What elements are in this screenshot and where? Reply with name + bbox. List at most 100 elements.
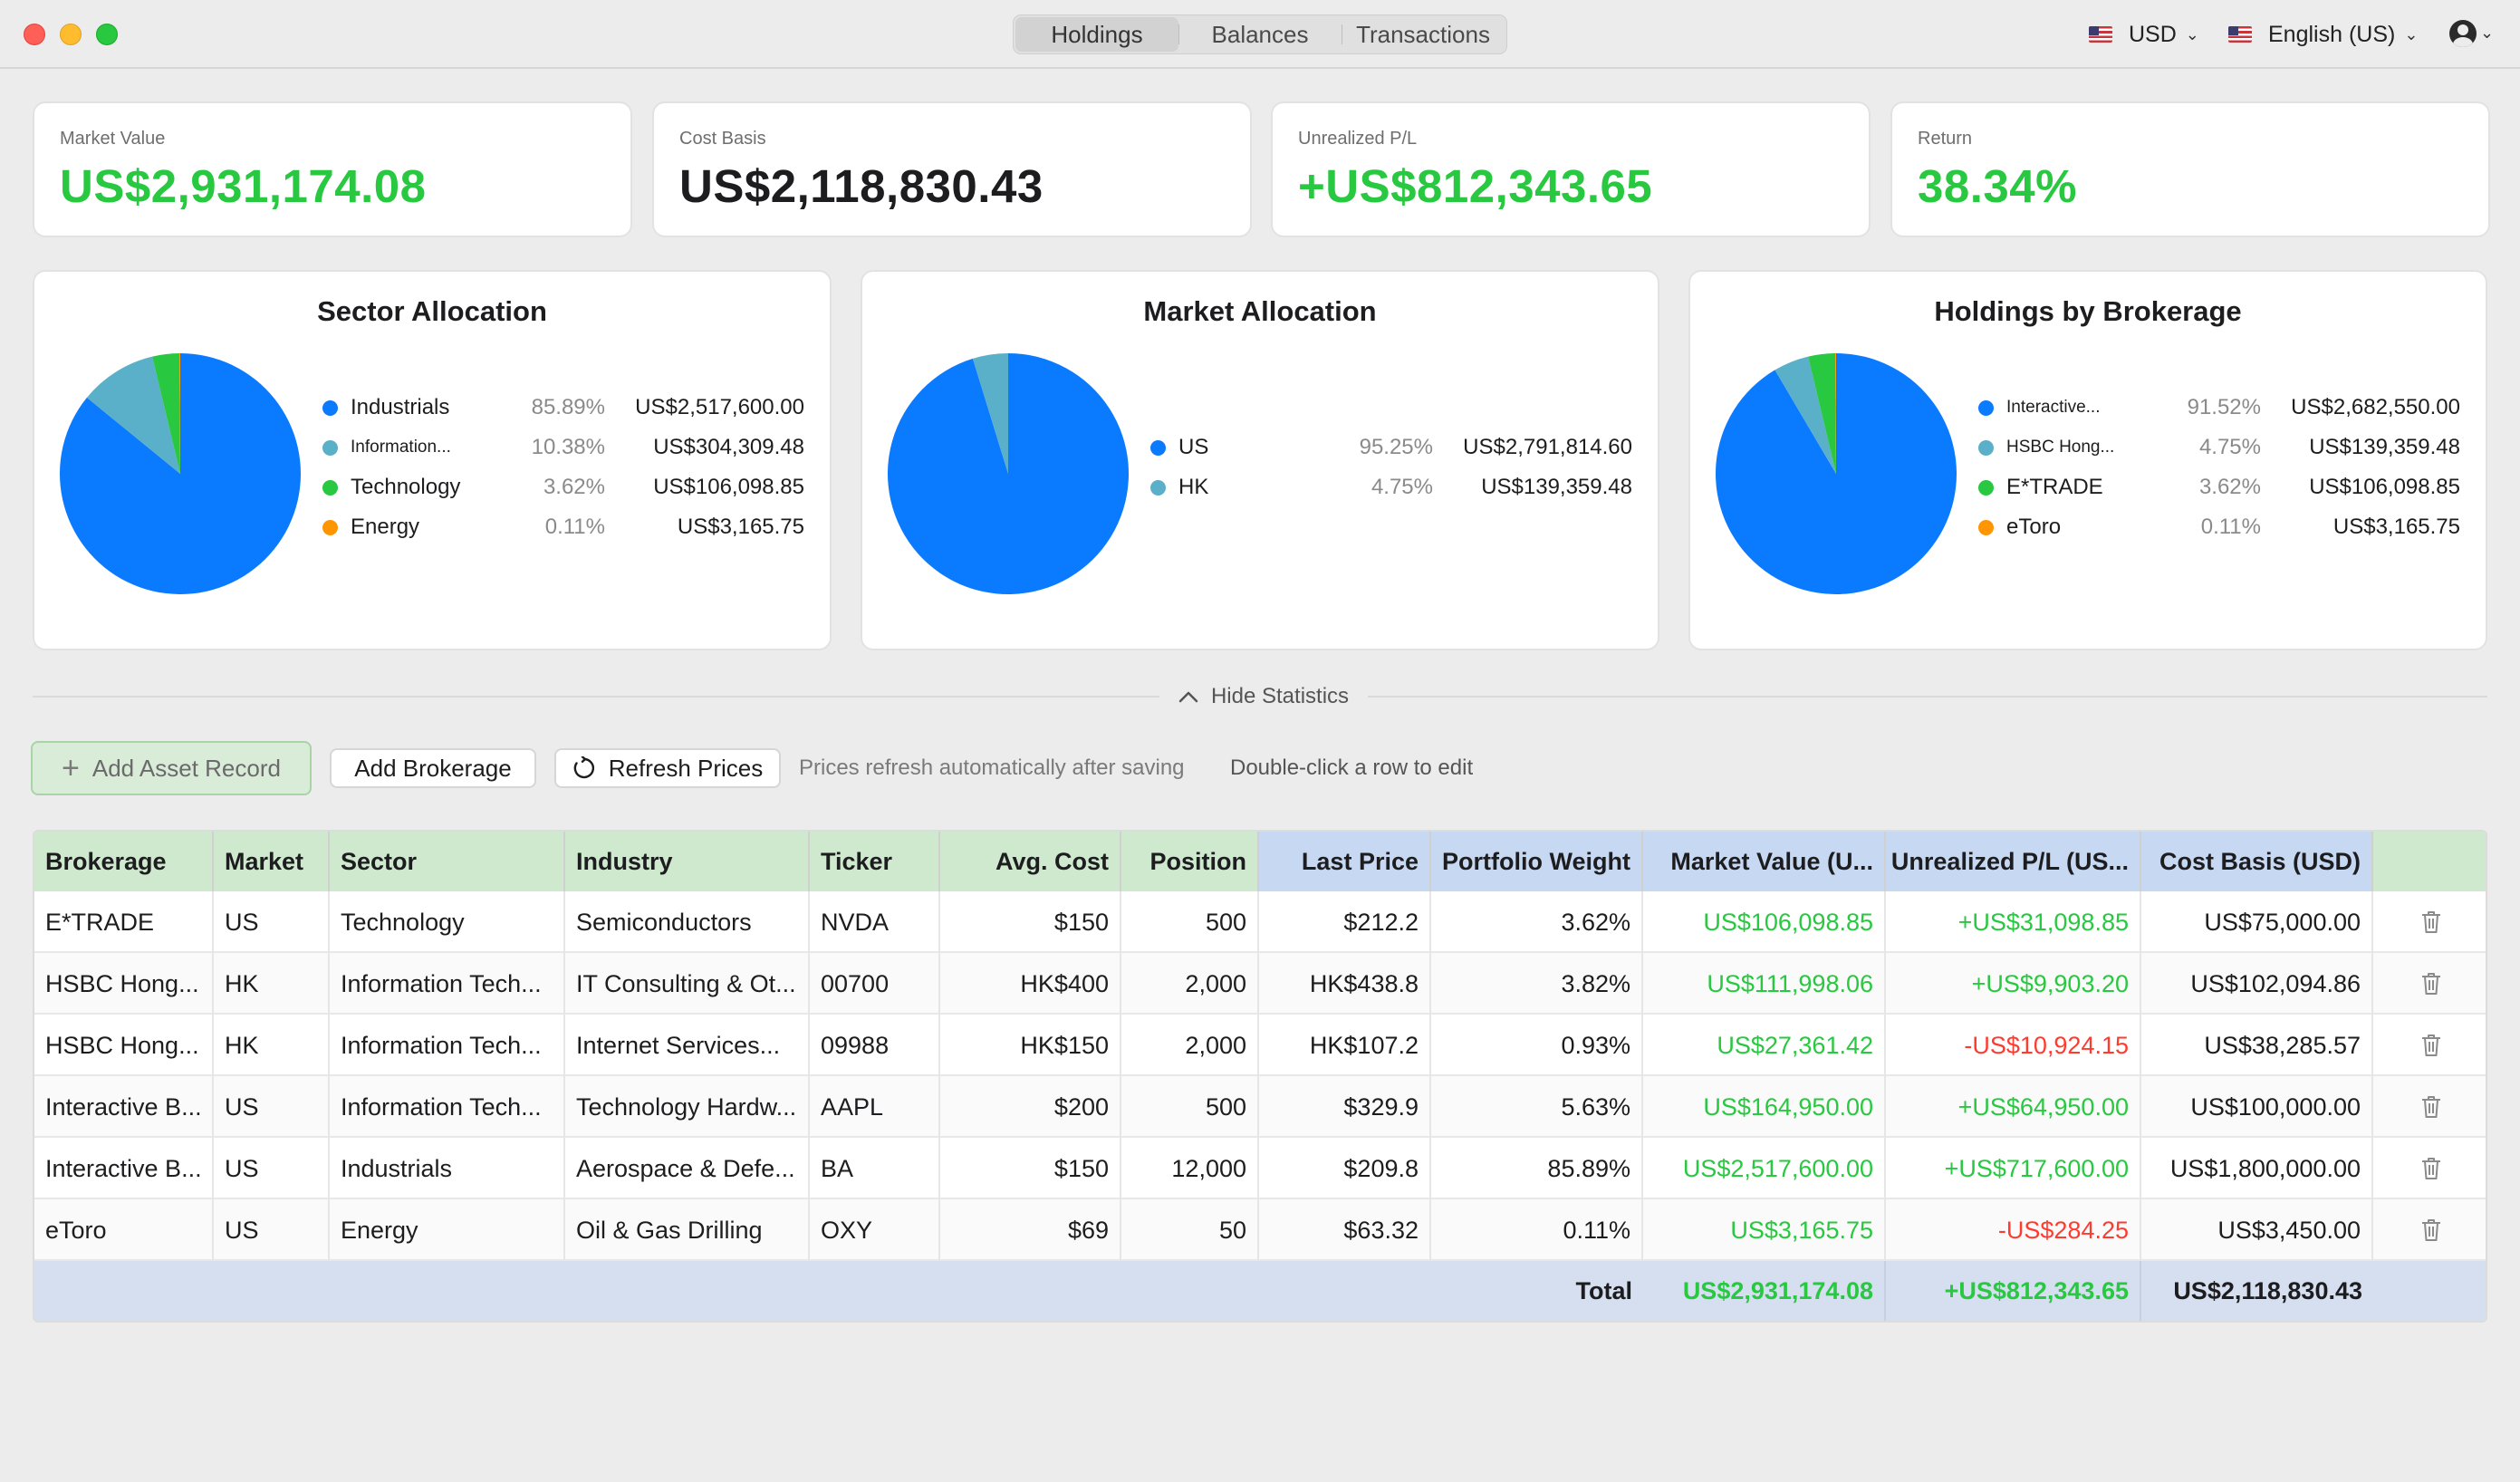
chevron-down-icon: ⌄ <box>2185 24 2199 43</box>
legend-name: Technology <box>351 475 461 499</box>
cell-brokerage: HSBC Hong... <box>34 953 214 1015</box>
table-row[interactable]: Interactive B... US Industrials Aerospac… <box>34 1138 2486 1199</box>
column-header-ticker[interactable]: Ticker <box>810 832 940 891</box>
delete-row-button[interactable] <box>2373 953 2486 1015</box>
add-asset-record-button[interactable]: + Add Asset Record <box>31 741 312 795</box>
add-asset-label: Add Asset Record <box>91 754 281 782</box>
close-window-button[interactable] <box>24 24 45 45</box>
cell-brokerage: eToro <box>34 1199 214 1261</box>
table-total-row: Total US$2,931,174.08 +US$812,343.65 US$… <box>34 1261 2486 1321</box>
delete-row-button[interactable] <box>2373 1199 2486 1261</box>
delete-row-button[interactable] <box>2373 1015 2486 1076</box>
table-row[interactable]: E*TRADE US Technology Semiconductors NVD… <box>34 891 2486 953</box>
legend-dot <box>322 519 338 535</box>
total-market-value: US$2,931,174.08 <box>1643 1261 1886 1321</box>
cell-position: 2,000 <box>1121 1015 1259 1076</box>
delete-row-button[interactable] <box>2373 1138 2486 1199</box>
legend-amount: US$2,517,600.00 <box>635 395 804 419</box>
currency-picker[interactable]: USD ⌄ <box>2089 16 2199 53</box>
column-header-cost-basis[interactable]: Cost Basis (USD) <box>2141 832 2373 891</box>
hide-statistics-button[interactable]: Hide Statistics <box>1159 681 1368 712</box>
table-row[interactable]: HSBC Hong... HK Information Tech... IT C… <box>34 953 2486 1015</box>
trash-icon <box>2422 1219 2440 1241</box>
cell-ticker: NVDA <box>810 891 940 953</box>
cell-sector: Information Tech... <box>330 1015 565 1076</box>
pie-slice-hsbc-hong <box>1775 356 1836 474</box>
refresh-prices-label: Refresh Prices <box>608 754 764 782</box>
table-row[interactable]: eToro US Energy Oil & Gas Drilling OXY $… <box>34 1199 2486 1261</box>
legend-item: US <box>1150 428 1208 467</box>
holdings-table: Brokerage Market Sector Industry Ticker … <box>33 830 2487 1323</box>
cell-brokerage: Interactive B... <box>34 1138 214 1199</box>
tab-holdings[interactable]: Holdings <box>1015 17 1178 52</box>
legend-item: Interactive... <box>1978 388 2101 428</box>
cell-market-value: US$164,950.00 <box>1643 1076 1886 1138</box>
cell-ticker: 09988 <box>810 1015 940 1076</box>
column-header-portfolio-weight[interactable]: Portfolio Weight <box>1431 832 1643 891</box>
legend-percent: 91.52% <box>2187 395 2261 419</box>
column-header-brokerage[interactable]: Brokerage <box>34 832 214 891</box>
cell-position: 50 <box>1121 1199 1259 1261</box>
column-header-market[interactable]: Market <box>214 832 330 891</box>
view-tabs: Holdings Balances Transactions <box>1013 14 1507 54</box>
refresh-prices-button[interactable]: Refresh Prices <box>554 748 781 788</box>
card-label: Unrealized P/L <box>1298 129 1418 149</box>
column-header-position[interactable]: Position <box>1121 832 1259 891</box>
legend-dot <box>1978 519 1994 535</box>
legend-name: HK <box>1178 475 1209 499</box>
table-header: Brokerage Market Sector Industry Ticker … <box>34 832 2486 891</box>
cell-market: US <box>214 1138 330 1199</box>
cell-sector: Technology <box>330 891 565 953</box>
cell-sector: Energy <box>330 1199 565 1261</box>
add-brokerage-button[interactable]: Add Brokerage <box>330 748 536 788</box>
column-header-industry[interactable]: Industry <box>565 832 810 891</box>
delete-row-button[interactable] <box>2373 891 2486 953</box>
minimize-window-button[interactable] <box>60 24 82 45</box>
cell-sector: Information Tech... <box>330 1076 565 1138</box>
column-header-sector[interactable]: Sector <box>330 832 565 891</box>
cell-sector: Information Tech... <box>330 953 565 1015</box>
trash-icon <box>2422 1096 2440 1118</box>
cell-portfolio-weight: 0.93% <box>1431 1015 1643 1076</box>
cell-industry: Technology Hardw... <box>565 1076 810 1138</box>
chevron-down-icon[interactable]: ⌄ <box>2480 24 2495 42</box>
cell-unrealized-pl: +US$31,098.85 <box>1886 891 2141 953</box>
cell-position: 500 <box>1121 891 1259 953</box>
legend-percent: 0.11% <box>2200 515 2261 539</box>
zoom-window-button[interactable] <box>96 24 118 45</box>
legend-item: HK <box>1150 467 1208 507</box>
cell-avg-cost: HK$400 <box>940 953 1121 1015</box>
cell-market: HK <box>214 1015 330 1076</box>
table-row[interactable]: Interactive B... US Information Tech... … <box>34 1076 2486 1138</box>
legend-item: HSBC Hong... <box>1978 428 2114 467</box>
column-header-unrealized-pl[interactable]: Unrealized P/L (US... <box>1886 832 2141 891</box>
cell-industry: Oil & Gas Drilling <box>565 1199 810 1261</box>
account-icon[interactable] <box>2449 20 2477 47</box>
pie-slice-technology <box>152 353 180 474</box>
card-label: Market Value <box>60 129 166 149</box>
column-header-avg-cost[interactable]: Avg. Cost <box>940 832 1121 891</box>
language-picker[interactable]: English (US) ⌄ <box>2228 16 2418 53</box>
legend-name: Energy <box>351 515 420 539</box>
cell-unrealized-pl: +US$9,903.20 <box>1886 953 2141 1015</box>
cell-last-price: $329.9 <box>1259 1076 1431 1138</box>
cell-last-price: $209.8 <box>1259 1138 1431 1199</box>
legend-percent: 95.25% <box>1359 435 1433 459</box>
column-header-last-price[interactable]: Last Price <box>1259 832 1431 891</box>
tab-transactions[interactable]: Transactions <box>1342 17 1505 52</box>
edit-hint: Double-click a row to edit <box>1230 755 1474 780</box>
total-label: Total <box>1575 1276 1633 1304</box>
table-row[interactable]: HSBC Hong... HK Information Tech... Inte… <box>34 1015 2486 1076</box>
cell-cost-basis: US$100,000.00 <box>2141 1076 2373 1138</box>
cost-basis-card: Cost Basis US$2,118,830.43 <box>652 101 1252 237</box>
legend-amount: US$106,098.85 <box>2309 475 2460 499</box>
cell-position: 12,000 <box>1121 1138 1259 1199</box>
cell-avg-cost: $69 <box>940 1199 1121 1261</box>
card-label: Return <box>1918 129 1973 149</box>
delete-row-button[interactable] <box>2373 1076 2486 1138</box>
legend-dot <box>322 439 338 456</box>
column-header-market-value[interactable]: Market Value (U... <box>1643 832 1886 891</box>
tab-balances[interactable]: Balances <box>1178 17 1342 52</box>
cell-unrealized-pl: +US$717,600.00 <box>1886 1138 2141 1199</box>
cell-ticker: AAPL <box>810 1076 940 1138</box>
